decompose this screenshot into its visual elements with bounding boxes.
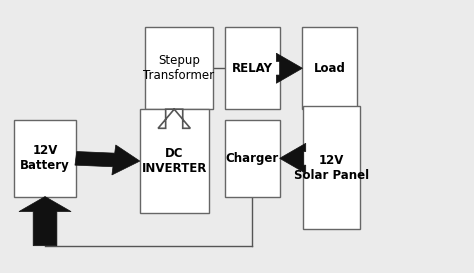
FancyBboxPatch shape <box>225 120 280 197</box>
Polygon shape <box>19 197 71 246</box>
Polygon shape <box>75 145 140 175</box>
Text: 12V
Battery: 12V Battery <box>20 144 70 172</box>
Polygon shape <box>276 53 302 83</box>
Polygon shape <box>158 109 190 128</box>
Text: 12V
Solar Panel: 12V Solar Panel <box>294 154 369 182</box>
Text: Charger: Charger <box>226 152 279 165</box>
FancyBboxPatch shape <box>140 109 209 213</box>
Text: Stepup
Transformer: Stepup Transformer <box>143 54 215 82</box>
Text: Load: Load <box>314 62 346 75</box>
FancyBboxPatch shape <box>14 120 76 197</box>
Text: RELAY: RELAY <box>232 62 273 75</box>
Polygon shape <box>280 143 306 173</box>
FancyBboxPatch shape <box>303 106 360 229</box>
FancyBboxPatch shape <box>145 27 213 109</box>
FancyBboxPatch shape <box>302 27 357 109</box>
FancyBboxPatch shape <box>225 27 280 109</box>
Text: DC
INVERTER: DC INVERTER <box>142 147 207 175</box>
